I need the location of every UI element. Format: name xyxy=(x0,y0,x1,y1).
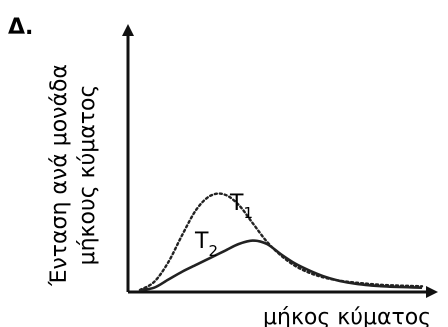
series-label-t2-sub: 2 xyxy=(208,242,218,260)
x-axis-label: μήκος κύματος xyxy=(263,305,431,327)
series-line-t1 xyxy=(138,192,424,292)
series-label-t2-name: T xyxy=(194,229,209,254)
series-label-t1: T1 xyxy=(229,191,253,222)
series-layer xyxy=(138,192,424,292)
panel-label: Δ. xyxy=(8,15,33,40)
y-axis-label-line-1: Ένταση ανά μονάδα xyxy=(47,64,72,287)
y-axis-label-line-2: μήκους κύματος xyxy=(75,85,100,266)
series-label-t2: T2 xyxy=(194,229,218,260)
series-label-t1-name: T xyxy=(229,191,244,216)
y-axis-label: Ένταση ανά μονάδα μήκους κύματος xyxy=(47,64,100,287)
series-line-t2 xyxy=(139,239,423,292)
series-label-t1-sub: 1 xyxy=(243,204,253,222)
